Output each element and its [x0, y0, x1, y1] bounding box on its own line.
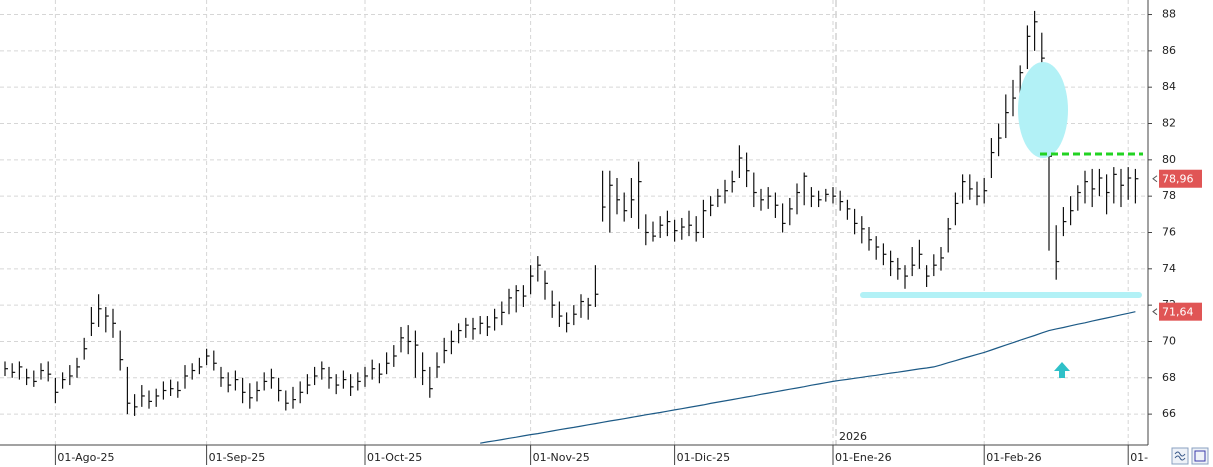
y-tick-label: 66 [1162, 407, 1176, 420]
year-marker: 2026 [839, 430, 867, 443]
price-pointer [1152, 308, 1158, 316]
arrow-up [1054, 362, 1070, 378]
x-tick-label: 01-Ene-26 [835, 451, 892, 464]
y-tick-label: 88 [1162, 8, 1176, 21]
zoom-button[interactable] [1171, 447, 1189, 465]
price-pointer [1152, 175, 1158, 183]
y-tick-label: 68 [1162, 371, 1176, 384]
support-band [860, 292, 1142, 298]
y-tick-label: 84 [1162, 80, 1176, 93]
moving-average [480, 311, 1136, 444]
save-icon [1194, 450, 1206, 462]
y-tick-label: 86 [1162, 44, 1176, 57]
x-tick-label: 01-Oct-25 [367, 451, 422, 464]
price-label: 71,64 [1162, 306, 1194, 319]
x-tick-label: 01-Dic-25 [677, 451, 731, 464]
x-tick-label: 01-Ago-25 [57, 451, 114, 464]
save-button[interactable] [1191, 447, 1209, 465]
x-tick-label: 01- [1130, 451, 1148, 464]
y-tick-label: 78 [1162, 189, 1176, 202]
price-label: 78,96 [1162, 173, 1194, 186]
zoom-icon [1174, 451, 1186, 461]
x-tick-label: 01-Feb-26 [986, 451, 1041, 464]
y-tick-label: 80 [1162, 153, 1176, 166]
price-label-box [1159, 302, 1202, 321]
highlight-ellipse [1018, 62, 1068, 158]
y-tick-label: 74 [1162, 262, 1176, 275]
price-label-box [1159, 169, 1202, 188]
y-tick-label: 82 [1162, 117, 1176, 130]
x-tick-label: 01-Sep-25 [209, 451, 266, 464]
x-tick-label: 01-Nov-25 [533, 451, 590, 464]
y-tick-label: 76 [1162, 225, 1176, 238]
plot [0, 0, 1148, 445]
y-tick-label: 70 [1162, 334, 1176, 347]
